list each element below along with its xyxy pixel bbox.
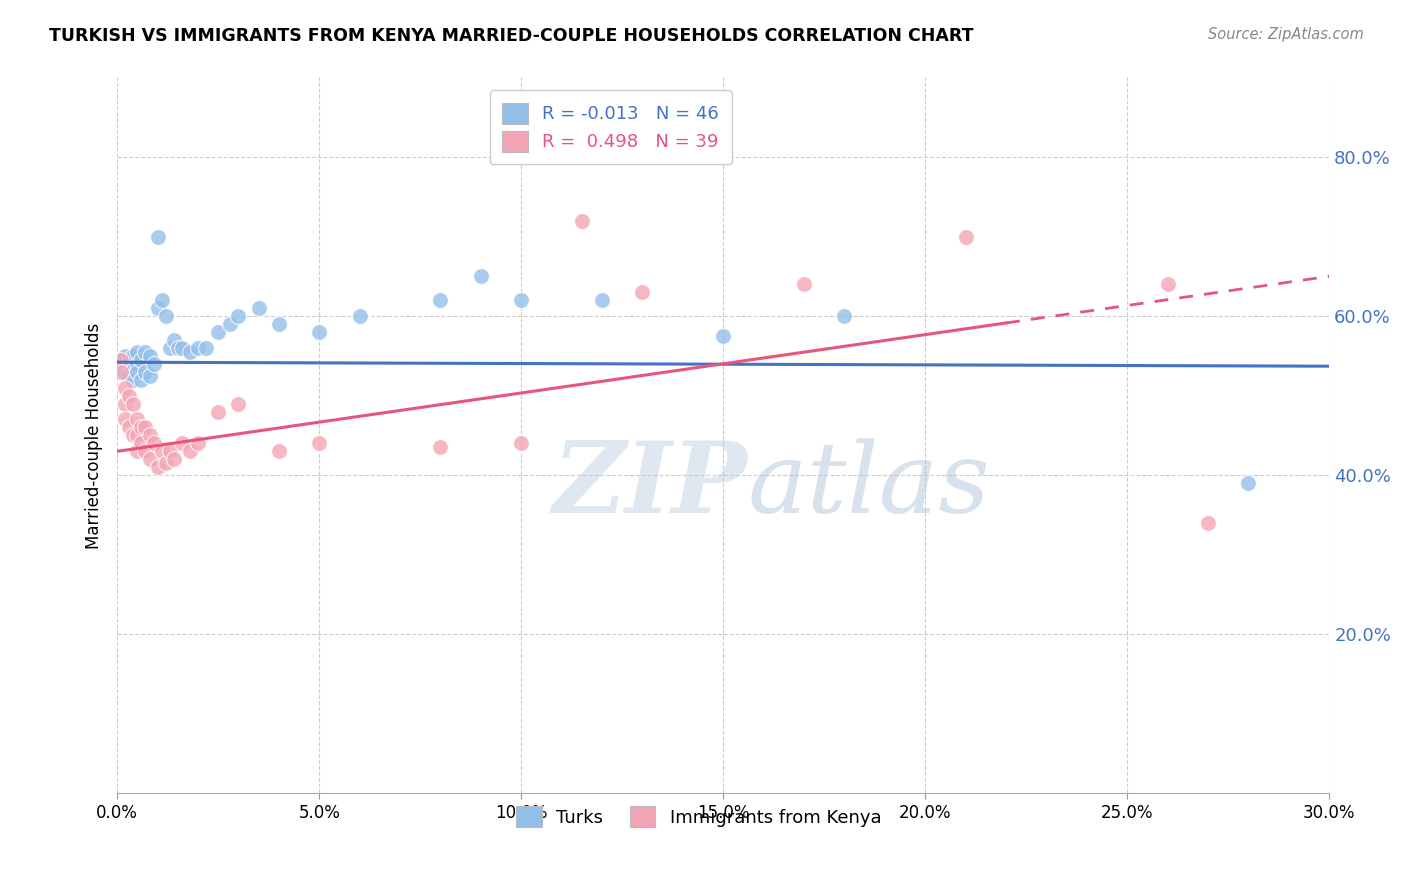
Point xyxy=(131,373,153,387)
Point xyxy=(155,309,177,323)
Point xyxy=(146,301,169,315)
Text: TURKISH VS IMMIGRANTS FROM KENYA MARRIED-COUPLE HOUSEHOLDS CORRELATION CHART: TURKISH VS IMMIGRANTS FROM KENYA MARRIED… xyxy=(49,27,974,45)
Point xyxy=(138,428,160,442)
Point xyxy=(118,368,141,383)
Point xyxy=(127,344,149,359)
Point xyxy=(1156,277,1178,292)
Point xyxy=(134,420,156,434)
Point xyxy=(571,213,593,227)
Legend: Turks, Immigrants from Kenya: Turks, Immigrants from Kenya xyxy=(509,799,889,834)
Point xyxy=(170,341,193,355)
Point xyxy=(142,436,165,450)
Point xyxy=(834,309,856,323)
Point xyxy=(127,428,149,442)
Point xyxy=(195,341,218,355)
Point xyxy=(127,357,149,371)
Text: ZIP: ZIP xyxy=(553,437,748,533)
Point xyxy=(470,269,492,284)
Point xyxy=(122,373,145,387)
Point xyxy=(308,325,330,339)
Point xyxy=(110,352,132,367)
Point xyxy=(122,349,145,363)
Point xyxy=(118,389,141,403)
Point xyxy=(122,396,145,410)
Point xyxy=(142,357,165,371)
Point xyxy=(179,444,201,458)
Point xyxy=(114,360,136,375)
Point xyxy=(155,456,177,470)
Point xyxy=(127,365,149,379)
Point xyxy=(150,293,173,308)
Point xyxy=(146,460,169,475)
Point xyxy=(207,404,229,418)
Point xyxy=(163,333,186,347)
Point xyxy=(122,360,145,375)
Point xyxy=(163,452,186,467)
Point xyxy=(187,436,209,450)
Point xyxy=(166,341,188,355)
Point xyxy=(114,349,136,363)
Point xyxy=(134,365,156,379)
Point xyxy=(429,293,451,308)
Point xyxy=(228,396,250,410)
Point xyxy=(349,309,371,323)
Point xyxy=(138,452,160,467)
Point xyxy=(150,444,173,458)
Point xyxy=(207,325,229,339)
Point xyxy=(122,428,145,442)
Point xyxy=(114,381,136,395)
Point xyxy=(308,436,330,450)
Point xyxy=(134,344,156,359)
Text: Source: ZipAtlas.com: Source: ZipAtlas.com xyxy=(1208,27,1364,42)
Point xyxy=(127,412,149,426)
Point xyxy=(631,285,654,300)
Point xyxy=(228,309,250,323)
Point xyxy=(127,444,149,458)
Point xyxy=(131,352,153,367)
Point xyxy=(1237,476,1260,491)
Point xyxy=(138,368,160,383)
Point xyxy=(170,436,193,450)
Point xyxy=(711,329,734,343)
Point xyxy=(118,420,141,434)
Point xyxy=(955,229,977,244)
Point xyxy=(118,352,141,367)
Point xyxy=(110,365,132,379)
Point xyxy=(247,301,270,315)
Point xyxy=(591,293,613,308)
Point xyxy=(1197,516,1219,530)
Point xyxy=(159,341,181,355)
Point xyxy=(187,341,209,355)
Point xyxy=(118,357,141,371)
Point xyxy=(110,357,132,371)
Point xyxy=(267,317,290,331)
Point xyxy=(131,420,153,434)
Point xyxy=(138,349,160,363)
Y-axis label: Married-couple Households: Married-couple Households xyxy=(86,322,103,549)
Point xyxy=(114,365,136,379)
Point xyxy=(219,317,242,331)
Point xyxy=(114,412,136,426)
Point xyxy=(267,444,290,458)
Point xyxy=(510,293,533,308)
Point xyxy=(510,436,533,450)
Point xyxy=(110,352,132,367)
Point xyxy=(159,444,181,458)
Point xyxy=(429,440,451,454)
Point xyxy=(179,344,201,359)
Point xyxy=(793,277,815,292)
Text: atlas: atlas xyxy=(748,438,990,533)
Point xyxy=(114,396,136,410)
Point xyxy=(131,436,153,450)
Point xyxy=(134,444,156,458)
Point xyxy=(146,229,169,244)
